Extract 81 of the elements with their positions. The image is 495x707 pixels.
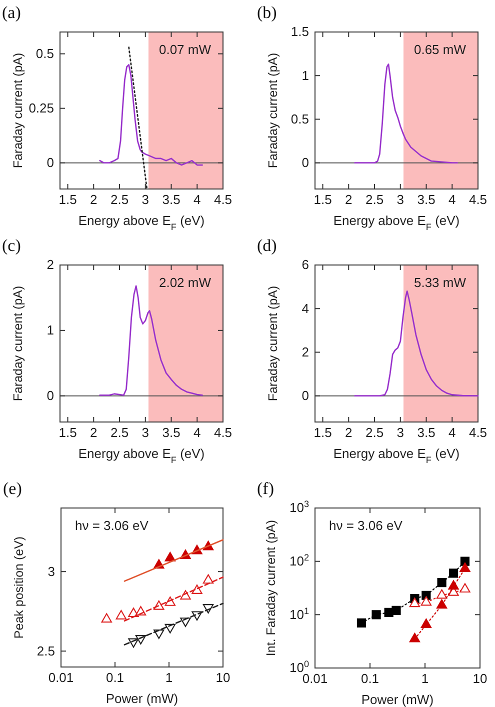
x-tick-label: 2.5	[365, 192, 384, 208]
y-tick-label: 1.5	[290, 24, 309, 40]
x-tick-label: 4.5	[214, 192, 232, 208]
x-tick-label: 2	[90, 425, 98, 440]
annotation: 2.02 mW	[158, 275, 212, 290]
x-axis-title: Power (mW)	[361, 692, 434, 707]
y-tick-label: 4	[302, 300, 309, 316]
x-tick-label: 3	[396, 425, 404, 440]
y-tick-label: 2.5	[36, 643, 55, 658]
y-axis-title: Faraday current (pA)	[11, 52, 25, 168]
y-tick-label: 10$^{3}$	[289, 499, 309, 516]
y-tick-label: 0.5	[36, 46, 54, 61]
x-tick-label: 3.5	[417, 192, 436, 208]
x-tick-label: 1.5	[58, 192, 77, 208]
y-tick-label: 0	[302, 388, 309, 403]
y-axis-title: Int. Faraday current (pA)	[264, 520, 278, 656]
x-tick-label: 4.5	[468, 425, 488, 440]
x-tick-label: 1.5	[58, 425, 77, 440]
annotation: 5.33 mW	[414, 275, 467, 290]
x-tick-label: 3	[142, 425, 149, 440]
chart-title: (b)	[257, 3, 277, 22]
annotation: hν = 3.06 eV	[329, 518, 403, 533]
x-tick-label: 1.5	[314, 192, 332, 208]
y-tick-label: 10$^{2}$	[289, 552, 309, 568]
x-tick-label: 2	[345, 425, 352, 440]
chart-title: (a)	[2, 3, 21, 22]
x-tick-label: 4.5	[214, 425, 232, 440]
x-tick-label: 4	[448, 192, 456, 208]
y-axis-title: Peak position (eV)	[12, 536, 26, 639]
annotation: 0.07 mW	[158, 42, 212, 57]
y-tick-label: 0	[46, 388, 54, 403]
x-tick-label: 4	[194, 425, 201, 440]
y-tick-label: 0	[46, 154, 54, 170]
chart-title: (f)	[257, 479, 274, 498]
chart-title: (e)	[3, 479, 22, 498]
x-tick-label: 3	[396, 192, 404, 208]
x-tick-label: 1	[421, 671, 429, 686]
y-tick-label: 1	[302, 68, 309, 83]
y-axis-title: Faraday current (pA)	[266, 286, 280, 402]
y-tick-label: 2	[302, 344, 309, 360]
line-series	[99, 64, 203, 166]
x-tick-label: 2.5	[110, 192, 129, 208]
x-tick-label: 4	[448, 425, 456, 440]
x-tick-label: 2	[345, 192, 352, 208]
x-axis-title: Energy above E$_{F}$ (eV)	[333, 446, 460, 465]
x-axis-title: Energy above E$_{F}$ (eV)	[333, 213, 460, 232]
line-series	[354, 290, 479, 397]
y-axis-title: Faraday current (pA)	[266, 52, 280, 168]
y-tick-label: 6	[302, 257, 309, 272]
x-tick-label: 4	[194, 192, 201, 208]
y-tick-label: 10$^{1}$	[289, 606, 309, 622]
annotation: hν = 3.06 eV	[75, 518, 149, 533]
x-tick-label: 3	[142, 192, 149, 208]
x-tick-label: 2.5	[110, 425, 129, 440]
y-tick-label: 2	[46, 257, 54, 272]
line-series	[354, 64, 458, 164]
y-axis-title: Faraday current (pA)	[11, 286, 25, 402]
x-axis-title: Power (mW)	[106, 691, 178, 706]
x-tick-label: 3.5	[417, 425, 436, 440]
x-axis-title: Energy above E$_{F}$ (eV)	[78, 446, 205, 465]
chart-title: (c)	[2, 236, 21, 255]
chart-title: (d)	[257, 236, 277, 255]
x-tick-label: 10	[472, 671, 488, 686]
x-tick-label: 0.1	[106, 670, 124, 686]
x-tick-label: 10	[216, 670, 230, 686]
x-axis-title: Energy above E$_{F}$ (eV)	[78, 213, 205, 232]
y-tick-label: 0.5	[290, 111, 309, 126]
x-tick-label: 3.5	[162, 192, 180, 208]
y-tick-label: 1	[46, 322, 54, 338]
x-tick-label: 3.5	[162, 425, 180, 440]
x-tick-label: 0.1	[360, 671, 380, 686]
x-tick-label: 4.5	[468, 192, 488, 208]
x-tick-label: 2.5	[365, 425, 384, 440]
annotation: 0.65 mW	[414, 42, 467, 57]
y-tick-label: 0.25	[28, 100, 54, 116]
x-tick-label: 1	[165, 670, 173, 686]
y-tick-label: 0	[302, 154, 309, 170]
x-tick-label: 0.01	[48, 670, 74, 686]
y-tick-label: 3	[48, 564, 55, 579]
x-tick-label: 2	[90, 192, 98, 208]
x-tick-label: 1.5	[314, 425, 332, 440]
